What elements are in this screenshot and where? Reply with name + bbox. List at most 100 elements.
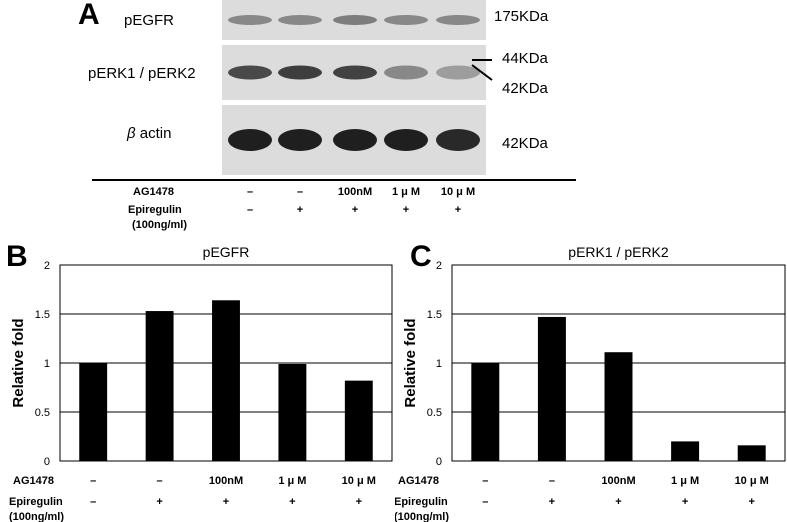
actin-word: actin xyxy=(139,125,172,142)
actin-band-2 xyxy=(278,129,322,151)
chart-b-ytick-3: 1.5 xyxy=(35,309,50,321)
chart-c-ag-value-4: 1 μ M xyxy=(671,475,699,487)
perk-band-5 xyxy=(436,65,480,80)
chart-c-epi-value-4: + xyxy=(682,496,688,508)
kda-175: 175KDa xyxy=(494,8,549,25)
chart-b-epi-value-2: + xyxy=(156,496,162,508)
chart-b-ag-value-4: 1 μ M xyxy=(278,475,306,487)
panel-a-divider xyxy=(92,179,576,181)
chart-b-epi-unit: (100ng/ml) xyxy=(9,511,64,522)
chart-b-ag-value-2: – xyxy=(157,475,163,487)
panel-a-epi-label: Epiregulin xyxy=(128,204,182,216)
blot-perk xyxy=(222,45,486,100)
chart-b-epi-value-1: – xyxy=(90,496,96,508)
panel-a-epi-unit: (100ng/ml) xyxy=(132,219,188,231)
chart-b-title: pEGFR xyxy=(203,244,250,260)
panel-a-epi-value-3: + xyxy=(351,204,359,216)
panel-a-ag-value-1: – xyxy=(246,186,254,198)
kda-42-actin: 42KDa xyxy=(502,135,548,152)
panel-a-letter: A xyxy=(78,0,100,31)
pegfr-band-1 xyxy=(228,15,272,25)
beta-symbol: β xyxy=(127,125,136,142)
chart-c-ytick-1: 0.5 xyxy=(427,407,442,419)
panel-a-epi-value-1: – xyxy=(246,204,254,216)
chart-c-bar-2 xyxy=(537,316,566,461)
chart-b-epi-value-4: + xyxy=(289,496,295,508)
perk-band-2 xyxy=(278,65,322,80)
pegfr-band-4 xyxy=(384,15,428,25)
chart-b-bar-4 xyxy=(278,363,307,461)
kda-42-perk: 42KDa xyxy=(502,80,548,97)
blot-pegfr-bands xyxy=(228,15,480,25)
chart-b-epi-label: Epiregulin xyxy=(9,496,63,508)
chart-b-epi-value-3: + xyxy=(223,496,229,508)
chart-b-ytick-1: 0.5 xyxy=(35,407,50,419)
kda-44: 44KDa xyxy=(502,50,548,67)
chart-b-bar-1 xyxy=(79,363,108,461)
pegfr-band-2 xyxy=(278,15,322,25)
perk-band-1 xyxy=(228,65,272,80)
actin-band-1 xyxy=(228,129,272,151)
chart-c-ytick-0: 0 xyxy=(436,456,442,468)
chart-c-ag-value-3: 100nM xyxy=(601,475,635,487)
chart-b-ag-value-3: 100nM xyxy=(209,475,243,487)
pegfr-band-5 xyxy=(436,15,480,25)
chart-c-epi-value-3: + xyxy=(615,496,621,508)
panel-b-letter: B xyxy=(6,240,28,273)
kda-pointer-lines xyxy=(471,59,493,81)
chart-b-ytick-4: 2 xyxy=(44,260,50,272)
chart-b-ag-value-1: – xyxy=(90,475,96,487)
panel-a-epi-value-5: + xyxy=(454,204,462,216)
chart-b-ag-label: AG1478 xyxy=(13,475,54,487)
panel-a-ag-value-2: – xyxy=(296,186,304,198)
blot-actin xyxy=(222,105,486,175)
chart-c-epi-unit: (100ng/ml) xyxy=(395,511,449,522)
perk-band-3 xyxy=(333,65,377,80)
actin-band-5 xyxy=(436,129,480,151)
chart-c-ag-value-1: – xyxy=(482,475,488,487)
chart-c-bar-5 xyxy=(737,445,766,461)
chart-c-ytick-4: 2 xyxy=(436,260,442,272)
chart-c: pERK1 / pERK2 0 0.5 1 1.5 2 Relative fold AG147… xyxy=(395,244,786,522)
panel-a-ag-value-5: 10 μ M xyxy=(440,186,476,198)
chart-b: pEGFR 0 0.5 1 1.5 2 Relative fold AG1478 Epiregu… xyxy=(9,244,393,522)
chart-b-ag-value-5: 10 μ M xyxy=(342,475,376,487)
chart-c-bar-1 xyxy=(471,363,500,461)
pegfr-label: pEGFR xyxy=(124,12,175,29)
panel-a-epi-value-4: + xyxy=(402,204,410,216)
chart-c-ytick-3: 1.5 xyxy=(427,309,442,321)
chart-c-bar-4 xyxy=(671,441,700,461)
chart-c-epi-value-2: + xyxy=(549,496,555,508)
panel-a-ag-value-3: 100nM xyxy=(337,186,373,198)
panel-a-ag-value-4: 1 μ M xyxy=(391,186,421,198)
chart-c-ylabel: Relative fold xyxy=(402,318,419,407)
chart-c-ag-label: AG1478 xyxy=(398,475,439,487)
chart-b-bar-5 xyxy=(344,380,373,461)
chart-b-bar-3 xyxy=(212,300,240,461)
chart-b-epi-value-5: + xyxy=(356,496,362,508)
chart-c-epi-value-1: – xyxy=(482,496,488,508)
blot-perk-bands xyxy=(228,65,480,80)
panel-c-letter: C xyxy=(410,240,432,273)
blot-actin-bands xyxy=(228,129,480,151)
chart-b-ytick-0: 0 xyxy=(44,456,50,468)
actin-label: β actin xyxy=(127,125,171,142)
chart-c-epi-label: Epiregulin xyxy=(395,496,448,508)
chart-c-title: pERK1 / pERK2 xyxy=(568,244,669,260)
chart-c-epi-value-5: + xyxy=(748,496,754,508)
panel-a-epi-value-2: + xyxy=(296,204,304,216)
chart-c-ag-value-2: – xyxy=(549,475,555,487)
chart-b-ylabel: Relative fold xyxy=(10,318,27,407)
perk-label: pERK1 / pERK2 xyxy=(88,65,196,82)
chart-c-ytick-2: 1 xyxy=(436,358,442,370)
actin-band-4 xyxy=(384,129,428,151)
chart-b-ytick-2: 1 xyxy=(44,358,50,370)
blot-pegfr xyxy=(222,0,486,40)
panel-a-ag-label: AG1478 xyxy=(133,186,174,198)
chart-c-bar-3 xyxy=(604,352,633,461)
chart-c-ag-value-5: 10 μ M xyxy=(735,475,769,487)
perk-band-4 xyxy=(384,65,428,80)
pointer-42 xyxy=(471,64,493,81)
actin-band-3 xyxy=(333,129,377,151)
pegfr-band-3 xyxy=(333,15,377,25)
